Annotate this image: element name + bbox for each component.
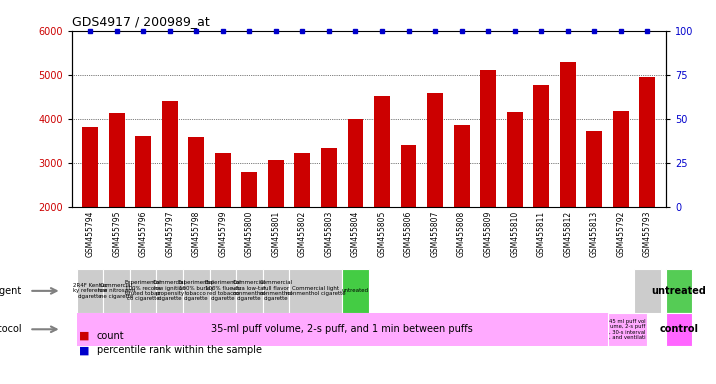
Text: Commercial light
nonmenthol cigarette: Commercial light nonmenthol cigarette [286, 286, 346, 296]
Text: 2R4F Kentuc
ky reference
cigarette: 2R4F Kentuc ky reference cigarette [73, 283, 107, 299]
Text: GSM455795: GSM455795 [112, 210, 121, 257]
Text: count: count [97, 331, 125, 341]
Bar [342, 269, 369, 313]
Text: Commercial
low ignition
propensity
cigarette: Commercial low ignition propensity cigar… [153, 280, 186, 301]
Text: GSM455806: GSM455806 [404, 210, 413, 257]
Text: Commercial
low nitrosami
ne cigarette: Commercial low nitrosami ne cigarette [98, 283, 135, 299]
Bar [183, 269, 210, 313]
Bar [294, 153, 310, 296]
Text: GDS4917 / 200989_at: GDS4917 / 200989_at [72, 15, 209, 28]
Text: Commercial
full flavor
nonmenthol
cigarette: Commercial full flavor nonmenthol cigare… [259, 280, 293, 301]
Bar [157, 269, 183, 313]
Text: GSM455797: GSM455797 [165, 210, 174, 257]
Bar [666, 313, 692, 346]
Text: GSM455794: GSM455794 [86, 210, 95, 257]
Text: Commercial
ultra low-tar
nonmenthol
cigarette: Commercial ultra low-tar nonmenthol ciga… [233, 280, 266, 301]
Text: GSM455801: GSM455801 [271, 210, 281, 257]
Bar [289, 269, 342, 313]
Bar [586, 131, 602, 296]
Bar [210, 269, 236, 313]
Text: GSM455798: GSM455798 [192, 210, 200, 257]
Bar [109, 113, 125, 296]
Text: untreated: untreated [342, 288, 369, 293]
Bar [607, 313, 647, 346]
Bar [263, 269, 289, 313]
Bar [400, 145, 417, 296]
Bar [374, 96, 390, 296]
Bar [82, 127, 98, 296]
Bar [454, 125, 470, 296]
Text: control: control [659, 324, 699, 334]
Text: GSM455792: GSM455792 [616, 210, 625, 257]
Text: GSM455810: GSM455810 [511, 210, 519, 257]
Bar [215, 154, 231, 296]
Text: GSM455800: GSM455800 [245, 210, 254, 257]
Text: GSM455804: GSM455804 [351, 210, 360, 257]
Bar [135, 136, 151, 296]
Text: GSM455808: GSM455808 [457, 210, 466, 257]
Text: GSM455809: GSM455809 [483, 210, 493, 257]
Bar [533, 84, 549, 296]
Bar [427, 93, 443, 296]
Bar [130, 269, 157, 313]
Bar [188, 137, 204, 296]
Text: Experimental
100% recons
tituted tobac
co cigarette: Experimental 100% recons tituted tobac c… [125, 280, 162, 301]
Bar [560, 62, 576, 296]
Text: GSM455812: GSM455812 [563, 210, 572, 257]
Text: untreated: untreated [652, 286, 707, 296]
Bar [103, 269, 130, 313]
Bar [321, 148, 337, 296]
Text: GSM455802: GSM455802 [298, 210, 307, 257]
Bar [77, 269, 103, 313]
Bar [241, 172, 257, 296]
Bar [634, 269, 661, 313]
Text: ■: ■ [79, 331, 90, 341]
Text: GSM455805: GSM455805 [377, 210, 387, 257]
Bar [639, 77, 655, 296]
Text: Experimental
100% flue-cu
red tobacco
cigarette: Experimental 100% flue-cu red tobacco ci… [205, 280, 241, 301]
Bar [236, 269, 263, 313]
Text: GSM455793: GSM455793 [643, 210, 652, 257]
Text: agent: agent [0, 286, 21, 296]
Text: protocol: protocol [0, 324, 21, 334]
Text: GSM455799: GSM455799 [218, 210, 227, 257]
Text: GSM455796: GSM455796 [139, 210, 147, 257]
Text: 35-ml puff volume, 2-s puff, and 1 min between puffs: 35-ml puff volume, 2-s puff, and 1 min b… [211, 324, 473, 334]
Bar [347, 119, 364, 296]
Text: percentile rank within the sample: percentile rank within the sample [97, 345, 261, 355]
Text: ■: ■ [79, 345, 90, 355]
Bar [268, 160, 284, 296]
Text: GSM455813: GSM455813 [590, 210, 599, 257]
Bar [613, 111, 629, 296]
Text: GSM455803: GSM455803 [324, 210, 334, 257]
Text: 45 ml puff vol
ume, 2-s puff
, 30-s interval
, and ventilati: 45 ml puff vol ume, 2-s puff , 30-s inte… [609, 319, 646, 340]
Text: GSM455807: GSM455807 [430, 210, 440, 257]
Bar [162, 101, 178, 296]
Text: GSM455811: GSM455811 [537, 210, 546, 257]
Text: Experimental
100% burley
tobacco
cigarette: Experimental 100% burley tobacco cigaret… [178, 280, 215, 301]
Bar [507, 111, 523, 296]
Bar [480, 71, 496, 296]
Bar [666, 269, 692, 313]
